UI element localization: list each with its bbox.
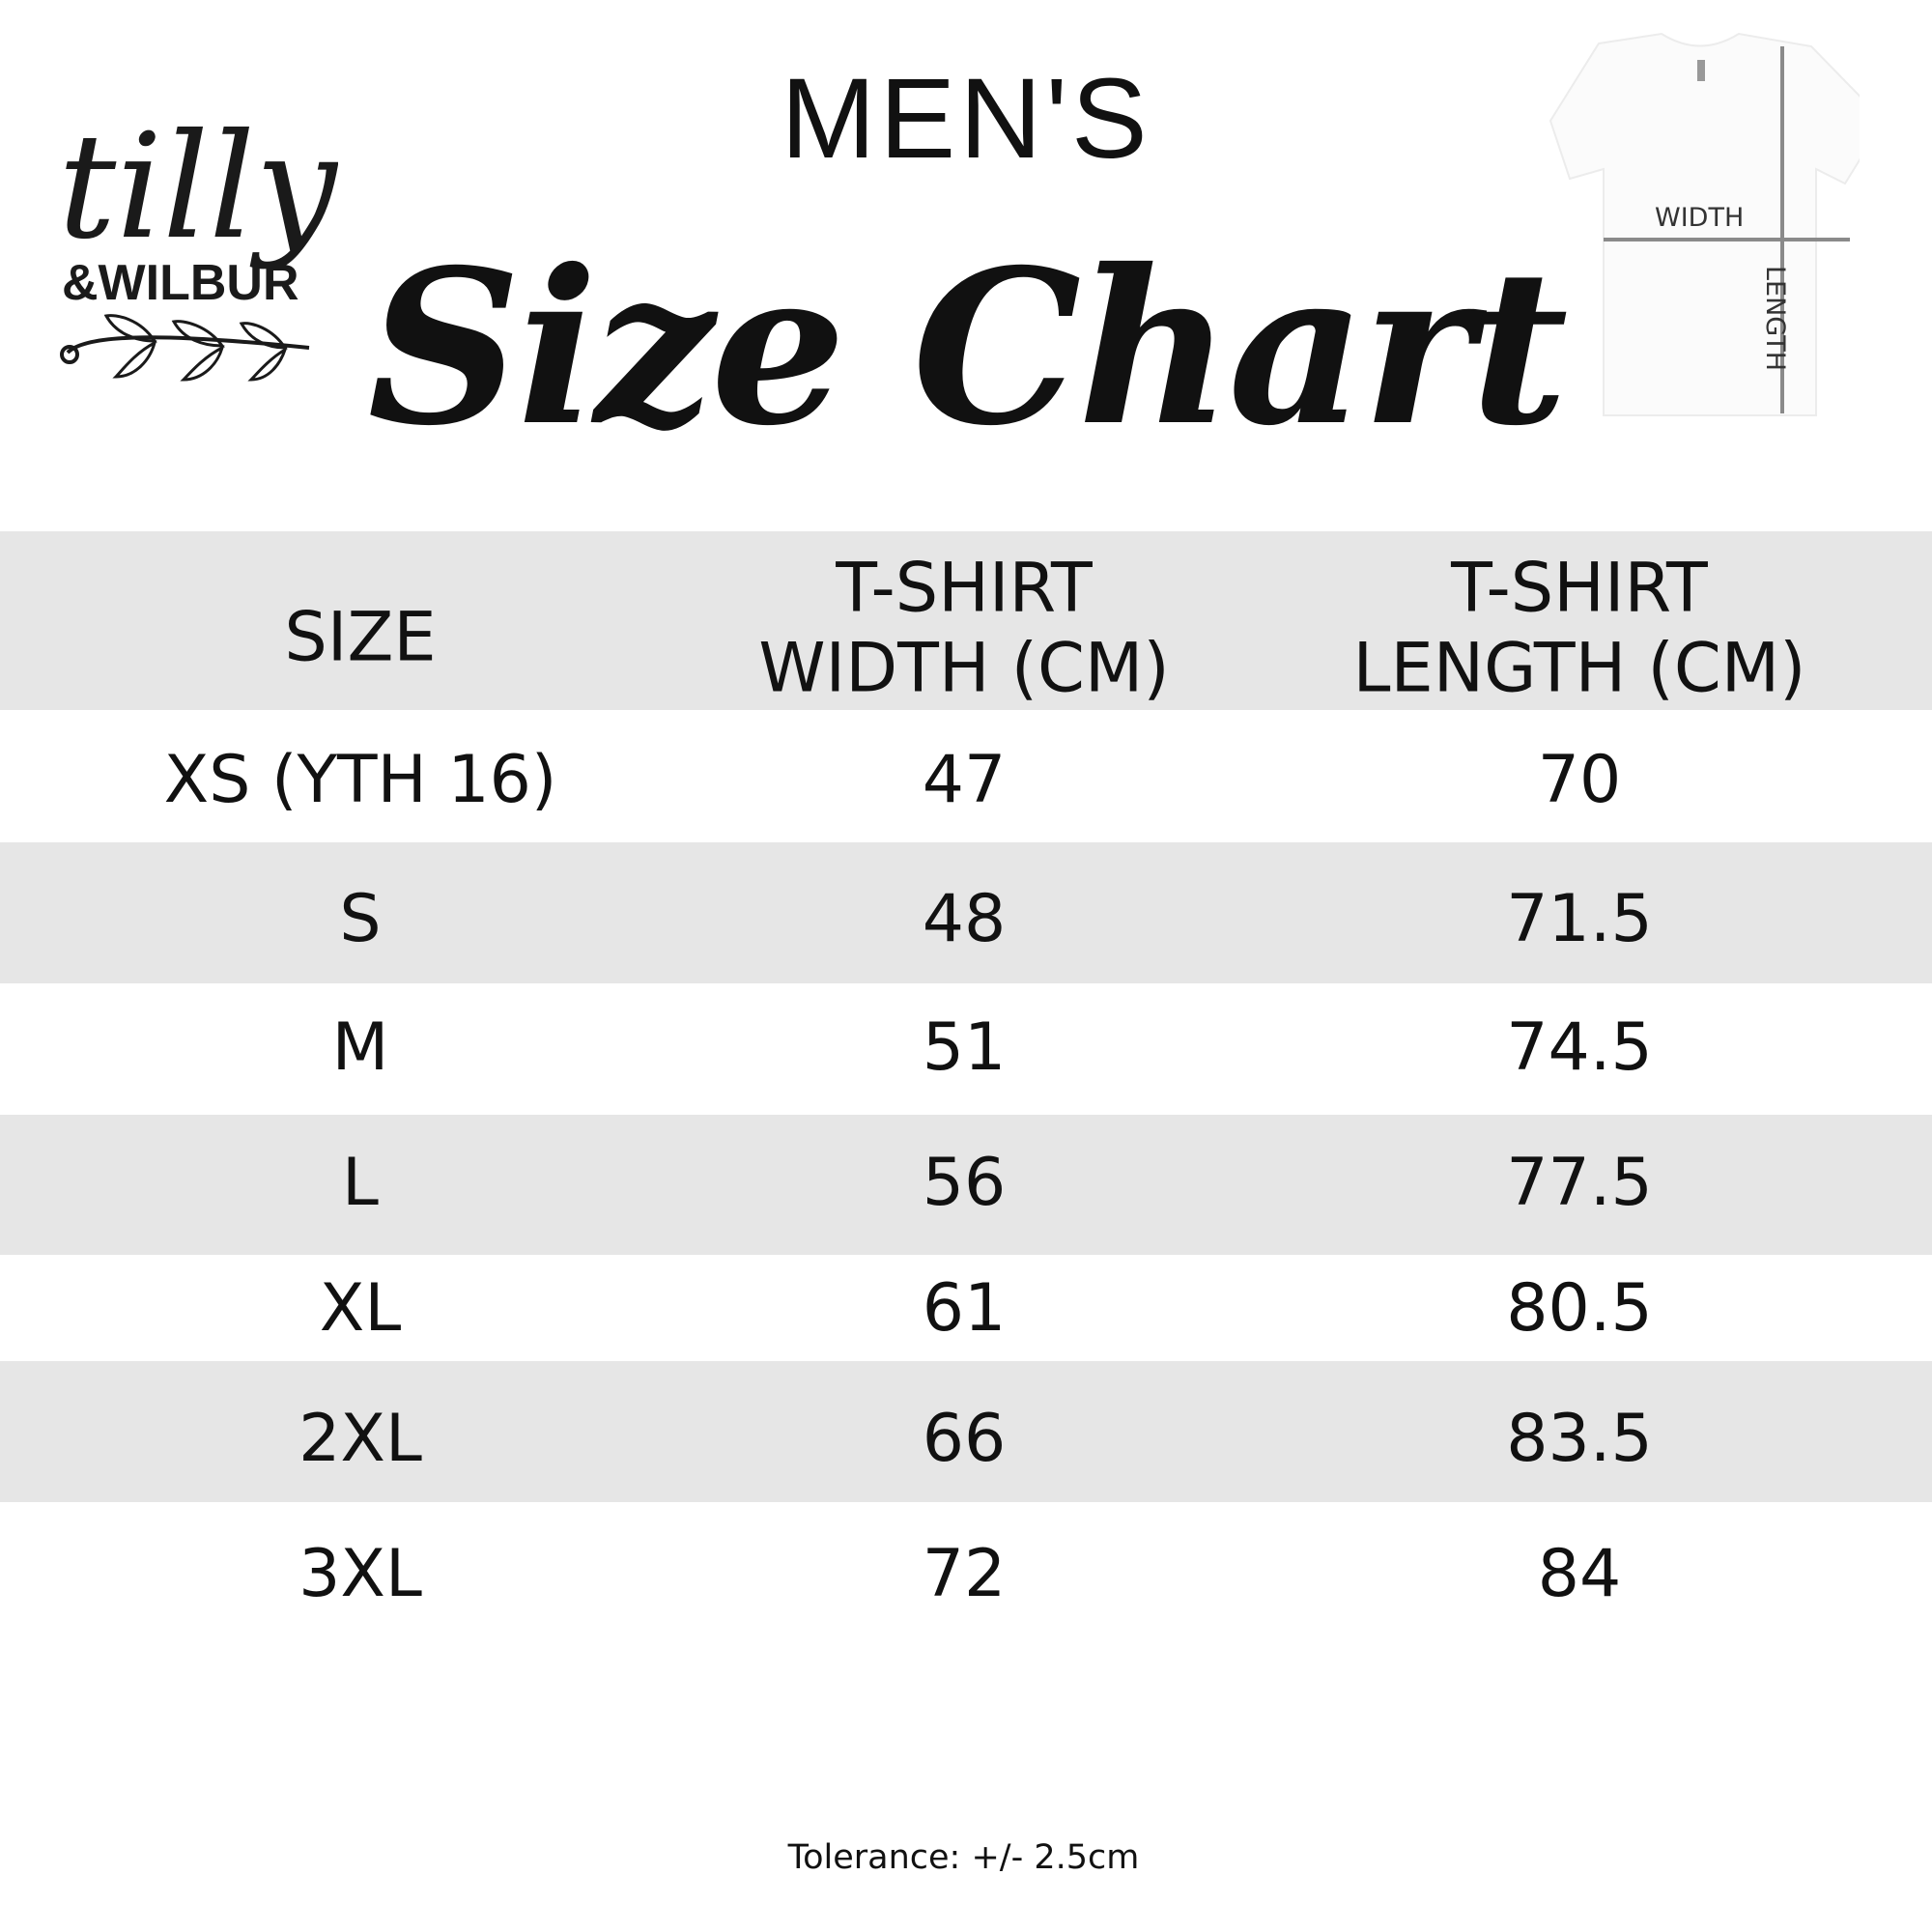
svg-text:tilly: tilly (58, 103, 338, 271)
row-band (0, 1361, 1932, 1502)
table-cell: 48 (922, 880, 1007, 957)
table-cell: 72 (922, 1535, 1007, 1612)
table-cell: 71.5 (1506, 880, 1653, 957)
page-title: Size Chart (367, 222, 1568, 472)
table-cell: 3XL (298, 1535, 422, 1612)
table-cell: 74.5 (1506, 1009, 1653, 1086)
table-cell: 70 (1537, 741, 1622, 818)
width-label: WIDTH (1655, 203, 1745, 233)
column-header: SIZE (284, 597, 437, 677)
table-cell: 56 (922, 1144, 1007, 1221)
table-cell: 51 (922, 1009, 1007, 1086)
table-cell: M (331, 1009, 389, 1086)
table-cell: 61 (922, 1269, 1007, 1347)
table-cell: S (339, 880, 382, 957)
table-cell: 47 (922, 741, 1007, 818)
tolerance-note: Tolerance: +/- 2.5cm (787, 1838, 1140, 1877)
table-cell: 80.5 (1506, 1269, 1653, 1347)
table-header-band (0, 531, 1932, 710)
table-cell: 66 (922, 1400, 1007, 1477)
row-band (0, 842, 1932, 983)
table-cell: 84 (1537, 1535, 1622, 1612)
row-band (0, 1115, 1932, 1255)
svg-text:&WILBUR: &WILBUR (62, 255, 299, 311)
table-cell: 2XL (298, 1400, 422, 1477)
column-header: T-SHIRT LENGTH (CM) (1352, 548, 1806, 707)
table-cell: XL (319, 1269, 402, 1347)
tshirt-measurement-diagram: WIDTH LENGTH (1541, 29, 1886, 425)
table-cell: L (342, 1144, 379, 1221)
column-header: T-SHIRT WIDTH (CM) (758, 548, 1170, 707)
page-subtitle: MEN'S (781, 55, 1151, 183)
table-cell: XS (YTH 16) (163, 741, 557, 818)
length-label: LENGTH (1760, 266, 1790, 372)
brand-logo: tilly &WILBUR (48, 101, 339, 382)
table-cell: 83.5 (1506, 1400, 1653, 1477)
table-cell: 77.5 (1506, 1144, 1653, 1221)
